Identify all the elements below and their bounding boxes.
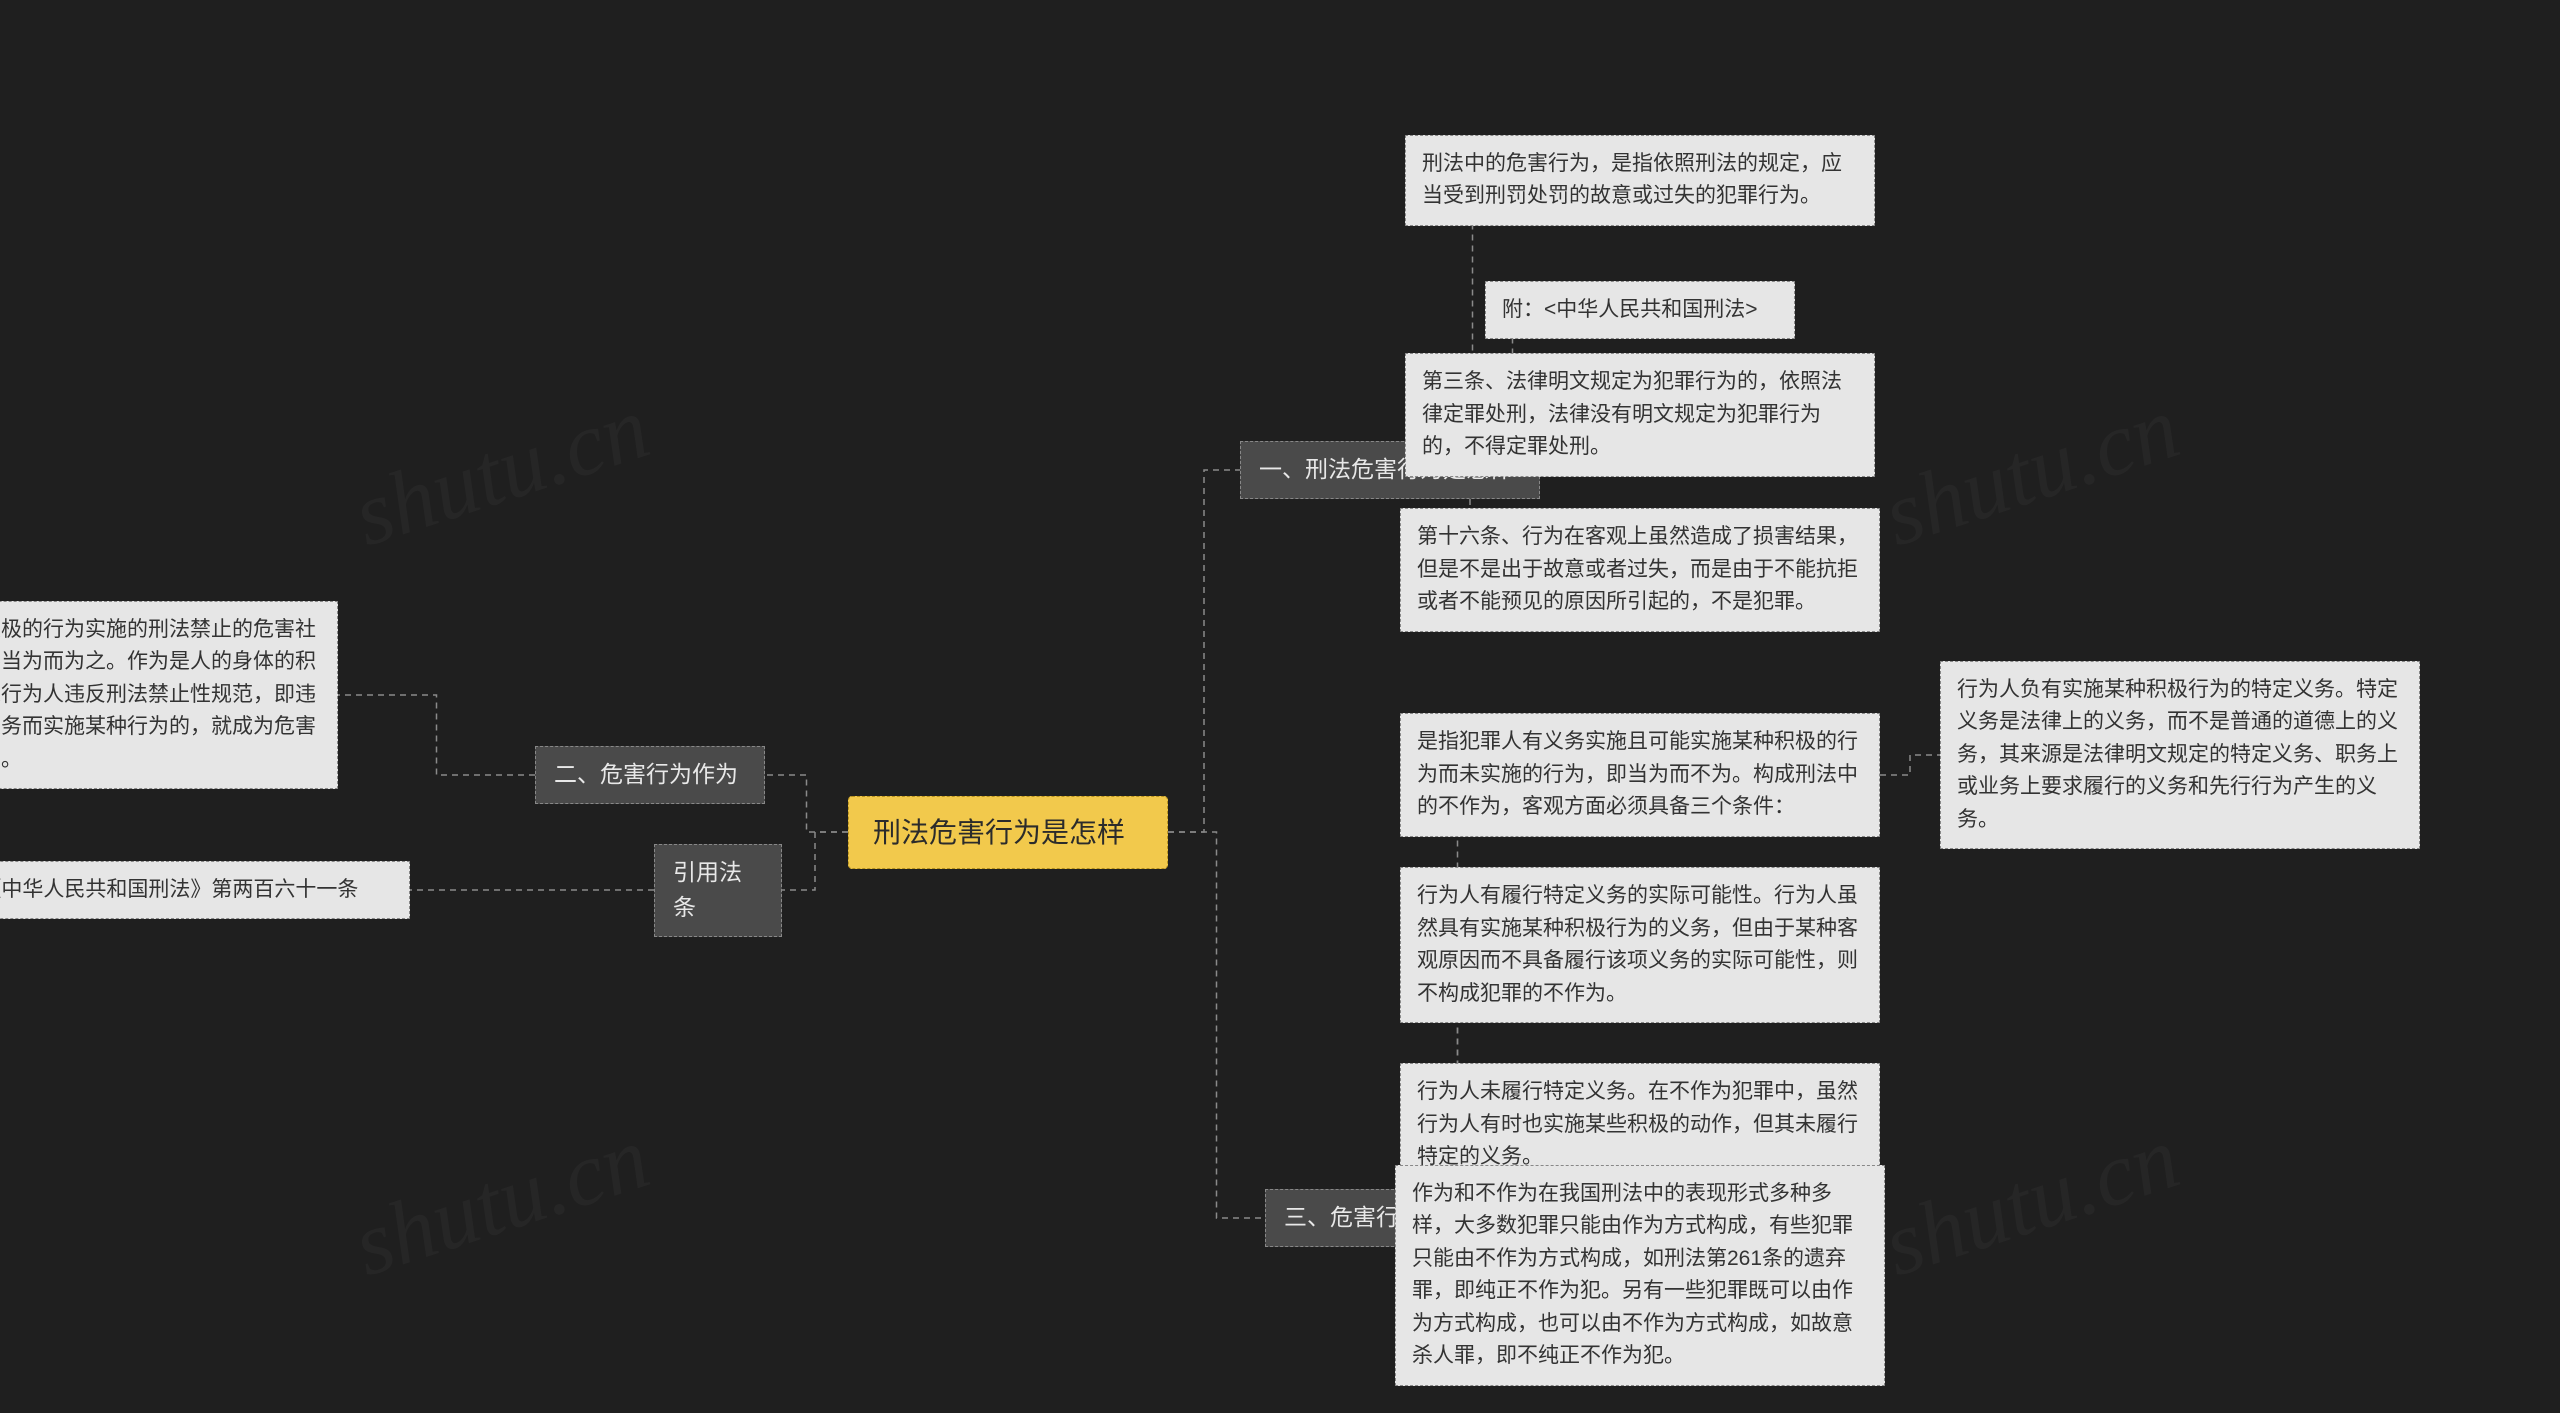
leaf-3a-2[interactable]: 行为人负有实施某种积极行为的特定义务。特定义务是法律上的义务，而不是普通的道德上… bbox=[1940, 661, 2420, 850]
leaf-3a[interactable]: 是指犯罪人有义务实施且可能实施某种积极的行为而未实施的行为，即当为而不为。构成刑… bbox=[1400, 713, 1880, 837]
branch-2[interactable]: 二、危害行为作为 bbox=[535, 746, 765, 804]
branch-4[interactable]: 引用法条 bbox=[654, 844, 782, 937]
watermark-4: shutu.cn bbox=[1871, 1106, 2191, 1297]
leaf-1c[interactable]: 第三条、法律明文规定为犯罪行为的，依照法律定罪处刑，法律没有明文规定为犯罪行为的… bbox=[1405, 353, 1875, 477]
watermark-1: shutu.cn bbox=[341, 376, 661, 567]
watermark-3: shutu.cn bbox=[1871, 376, 2191, 567]
watermark-2: shutu.cn bbox=[341, 1106, 661, 1297]
leaf-2[interactable]: 指犯罪人用积极的行为实施的刑法禁止的危害社会行为，即不当为而为之。作为是人的身体… bbox=[0, 601, 338, 790]
leaf-4[interactable]: [1]《中华人民共和国刑法》第两百六十一条 bbox=[0, 861, 410, 920]
leaf-3d[interactable]: 作为和不作为在我国刑法中的表现形式多种多样，大多数犯罪只能由作为方式构成，有些犯… bbox=[1395, 1165, 1885, 1386]
leaf-3b[interactable]: 行为人有履行特定义务的实际可能性。行为人虽然具有实施某种积极行为的义务，但由于某… bbox=[1400, 867, 1880, 1023]
leaf-1d[interactable]: 第十六条、行为在客观上虽然造成了损害结果，但是不是出于故意或者过失，而是由于不能… bbox=[1400, 508, 1880, 632]
root-node[interactable]: 刑法危害行为是怎样 bbox=[848, 796, 1168, 869]
leaf-1b[interactable]: 附：<中华人民共和国刑法> bbox=[1485, 281, 1795, 340]
leaf-1a[interactable]: 刑法中的危害行为，是指依照刑法的规定，应当受到刑罚处罚的故意或过失的犯罪行为。 bbox=[1405, 135, 1875, 226]
